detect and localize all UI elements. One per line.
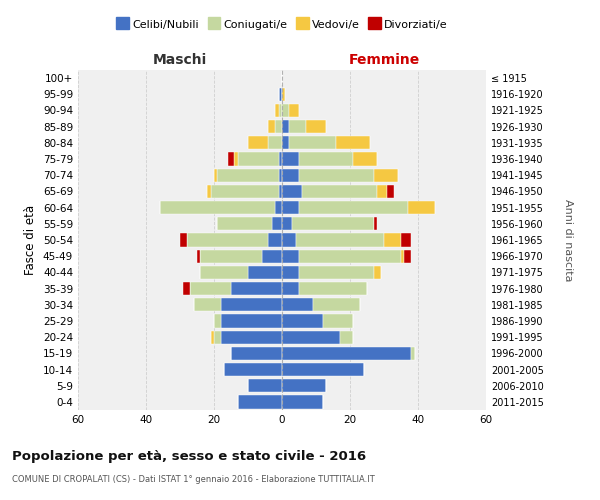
Bar xyxy=(282,330,340,344)
Bar xyxy=(313,298,360,312)
Bar xyxy=(235,152,238,166)
Bar xyxy=(227,152,235,166)
Bar xyxy=(282,282,299,295)
Bar xyxy=(211,330,214,344)
Bar xyxy=(282,396,323,408)
Bar xyxy=(282,152,299,166)
Bar xyxy=(194,298,221,312)
Bar xyxy=(299,152,353,166)
Bar xyxy=(160,201,275,214)
Bar xyxy=(401,234,411,246)
Bar xyxy=(282,217,292,230)
Bar xyxy=(289,104,299,117)
Bar xyxy=(278,168,282,182)
Bar xyxy=(272,217,282,230)
Bar xyxy=(337,136,370,149)
Bar xyxy=(282,363,364,376)
Text: COMUNE DI CROPALATI (CS) - Dati ISTAT 1° gennaio 2016 - Elaborazione TUTTITALIA.: COMUNE DI CROPALATI (CS) - Dati ISTAT 1°… xyxy=(12,475,375,484)
Bar xyxy=(275,201,282,214)
Bar xyxy=(282,234,296,246)
Bar xyxy=(384,234,401,246)
Bar xyxy=(214,168,217,182)
Legend: Celibi/Nubili, Coniugati/e, Vedovi/e, Divorziati/e: Celibi/Nubili, Coniugati/e, Vedovi/e, Di… xyxy=(114,18,450,32)
Bar xyxy=(282,168,299,182)
Bar xyxy=(231,346,282,360)
Bar xyxy=(268,234,282,246)
Bar xyxy=(340,330,353,344)
Bar xyxy=(278,152,282,166)
Bar xyxy=(323,314,353,328)
Bar xyxy=(388,185,394,198)
Bar xyxy=(289,120,306,134)
Bar xyxy=(374,168,398,182)
Bar xyxy=(221,298,282,312)
Bar xyxy=(275,104,278,117)
Bar xyxy=(275,120,282,134)
Bar xyxy=(268,136,282,149)
Bar xyxy=(224,363,282,376)
Y-axis label: Anni di nascita: Anni di nascita xyxy=(563,198,573,281)
Bar xyxy=(211,185,278,198)
Bar xyxy=(408,201,435,214)
Bar xyxy=(302,185,377,198)
Bar xyxy=(221,330,282,344)
Bar xyxy=(268,120,275,134)
Bar xyxy=(299,168,374,182)
Bar xyxy=(278,88,282,101)
Bar xyxy=(353,152,377,166)
Bar xyxy=(200,250,262,263)
Bar xyxy=(282,88,286,101)
Bar xyxy=(197,250,200,263)
Bar xyxy=(404,250,411,263)
Bar xyxy=(282,266,299,279)
Bar xyxy=(282,120,289,134)
Bar xyxy=(296,234,384,246)
Bar xyxy=(278,185,282,198)
Bar xyxy=(299,250,401,263)
Bar xyxy=(374,266,380,279)
Bar xyxy=(401,250,404,263)
Bar xyxy=(299,282,367,295)
Bar xyxy=(282,201,299,214)
Bar xyxy=(214,330,221,344)
Bar xyxy=(200,266,248,279)
Bar xyxy=(282,250,299,263)
Bar xyxy=(282,136,289,149)
Bar xyxy=(248,266,282,279)
Bar xyxy=(299,201,408,214)
Bar xyxy=(190,282,231,295)
Bar xyxy=(282,346,411,360)
Bar xyxy=(231,282,282,295)
Bar xyxy=(221,314,282,328)
Bar xyxy=(292,217,374,230)
Bar xyxy=(289,136,337,149)
Text: Femmine: Femmine xyxy=(349,53,419,67)
Bar xyxy=(374,217,377,230)
Bar xyxy=(187,234,268,246)
Bar xyxy=(282,185,302,198)
Bar xyxy=(306,120,326,134)
Bar xyxy=(377,185,388,198)
Bar xyxy=(184,282,190,295)
Bar xyxy=(214,314,221,328)
Bar xyxy=(282,104,289,117)
Bar xyxy=(238,152,278,166)
Bar xyxy=(411,346,415,360)
Bar xyxy=(248,136,268,149)
Bar xyxy=(207,185,211,198)
Text: Maschi: Maschi xyxy=(153,53,207,67)
Bar xyxy=(217,217,272,230)
Bar xyxy=(238,396,282,408)
Bar xyxy=(248,379,282,392)
Bar xyxy=(180,234,187,246)
Bar xyxy=(282,298,313,312)
Bar xyxy=(278,104,282,117)
Text: Popolazione per età, sesso e stato civile - 2016: Popolazione per età, sesso e stato civil… xyxy=(12,450,366,463)
Bar xyxy=(262,250,282,263)
Y-axis label: Fasce di età: Fasce di età xyxy=(25,205,37,275)
Bar xyxy=(299,266,374,279)
Bar xyxy=(282,314,323,328)
Bar xyxy=(217,168,278,182)
Bar xyxy=(282,379,326,392)
